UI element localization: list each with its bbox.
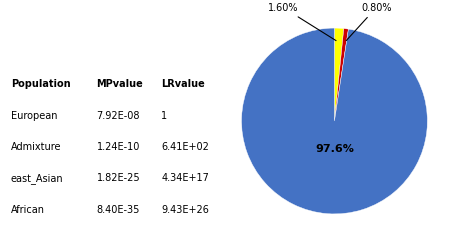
Text: 97.6%: 97.6% <box>314 144 353 154</box>
Wedge shape <box>334 29 347 121</box>
Text: 0.80%: 0.80% <box>346 3 391 41</box>
Text: Population: Population <box>11 79 70 89</box>
Text: 6.41E+02: 6.41E+02 <box>161 142 209 152</box>
Text: 1.24E-10: 1.24E-10 <box>96 142 140 152</box>
Text: MPvalue: MPvalue <box>96 79 143 89</box>
Text: 9.43E+26: 9.43E+26 <box>161 205 209 215</box>
Text: African: African <box>11 205 45 215</box>
Text: 1.60%: 1.60% <box>268 3 336 41</box>
Text: 8.40E-35: 8.40E-35 <box>96 205 140 215</box>
Wedge shape <box>334 28 343 121</box>
Text: east_Asian: east_Asian <box>11 173 63 184</box>
Text: LRvalue: LRvalue <box>161 79 205 89</box>
Text: 1.82E-25: 1.82E-25 <box>96 173 140 183</box>
Text: 7.92E-08: 7.92E-08 <box>96 111 140 121</box>
Text: 1: 1 <box>161 111 167 121</box>
Text: Admixture: Admixture <box>11 142 61 152</box>
Text: European: European <box>11 111 57 121</box>
Wedge shape <box>241 28 426 214</box>
Text: 4.34E+17: 4.34E+17 <box>161 173 209 183</box>
